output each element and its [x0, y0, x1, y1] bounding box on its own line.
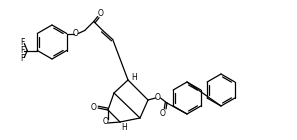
Text: F: F	[20, 54, 24, 63]
Text: O: O	[91, 103, 97, 113]
Text: O: O	[103, 116, 109, 125]
Text: O: O	[160, 108, 166, 117]
Text: O: O	[98, 9, 104, 18]
Text: F: F	[20, 46, 24, 55]
Text: O: O	[73, 29, 79, 38]
Text: H: H	[121, 123, 127, 132]
Text: H: H	[131, 73, 137, 81]
Text: O: O	[155, 94, 161, 102]
Text: F: F	[20, 38, 24, 47]
